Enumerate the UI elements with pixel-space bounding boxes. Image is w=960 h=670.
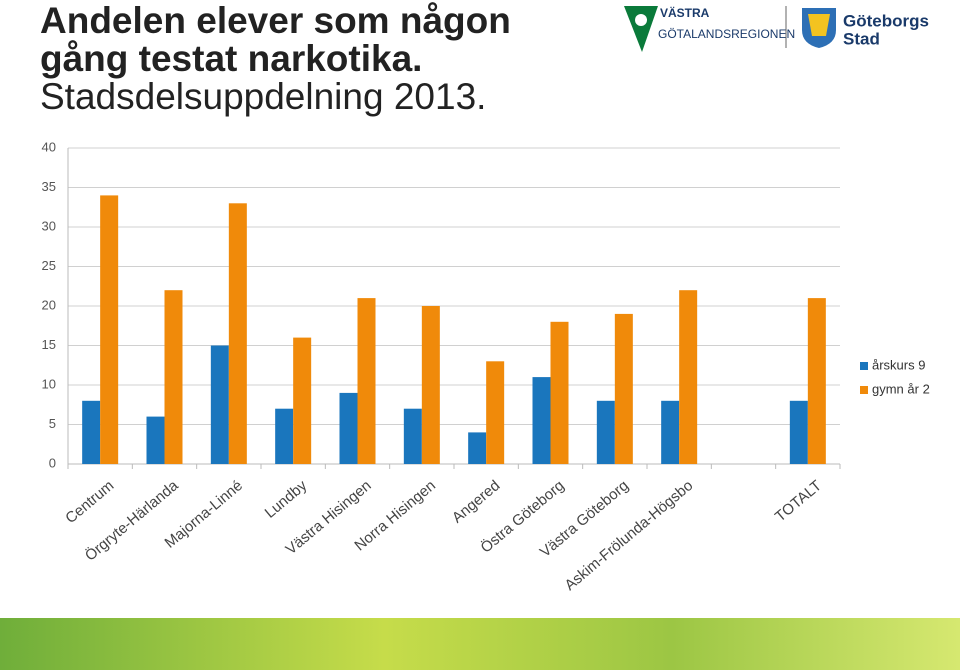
logo-text: Göteborgs (843, 11, 929, 30)
goteborg-logo: Göteborgs Stad (802, 8, 929, 48)
y-tick-label: 0 (49, 455, 56, 470)
bar (164, 290, 183, 464)
bar (210, 345, 229, 464)
bar (468, 432, 487, 464)
y-tick-label: 10 (42, 376, 56, 391)
y-tick-label: 35 (42, 179, 56, 194)
logo-text: VÄSTRA (660, 5, 710, 20)
x-tick-label: TOTALT (772, 477, 825, 525)
y-tick-label: 40 (42, 139, 56, 154)
bar (403, 408, 422, 464)
bar (228, 203, 247, 465)
x-tick-label: Lundby (262, 477, 311, 522)
legend-label: årskurs 9 (872, 357, 925, 372)
bar (807, 298, 826, 464)
bar (679, 290, 698, 464)
vgr-logo: VÄSTRA GÖTALANDSREGIONEN (624, 5, 795, 52)
logo-text: Stad (843, 29, 880, 48)
bar (486, 361, 505, 464)
title-block: Andelen elever som någon gång testat nar… (40, 2, 580, 116)
bar (614, 313, 633, 464)
bar (146, 416, 165, 464)
y-tick-label: 20 (42, 297, 56, 312)
bar (339, 392, 358, 464)
bar (82, 400, 101, 464)
bar (357, 298, 376, 464)
logo-text: GÖTALANDSREGIONEN (658, 27, 795, 41)
bar (596, 400, 615, 464)
bar (293, 337, 312, 464)
legend-swatch (860, 386, 868, 394)
chart-subtitle: Stadsdelsuppdelning 2013. (40, 76, 487, 117)
footer-band (0, 618, 960, 670)
y-tick-label: 30 (42, 218, 56, 233)
bar (661, 400, 680, 464)
y-tick-label: 25 (42, 258, 56, 273)
chart-title: Andelen elever som någon gång testat nar… (40, 0, 511, 79)
bar (421, 306, 440, 464)
legend-label: gymn år 2 (872, 381, 930, 396)
bar (275, 408, 294, 464)
bar (789, 400, 808, 464)
y-tick-label: 15 (42, 337, 56, 352)
x-tick-label: Askim-Frölunda-Högsbo (561, 477, 696, 594)
bar (532, 377, 551, 464)
x-tick-label: Centrum (62, 477, 117, 527)
legend-swatch (860, 362, 868, 370)
x-tick-label: Angered (449, 477, 503, 526)
y-tick-label: 5 (49, 416, 56, 431)
bar (550, 321, 569, 464)
bar (100, 195, 119, 464)
